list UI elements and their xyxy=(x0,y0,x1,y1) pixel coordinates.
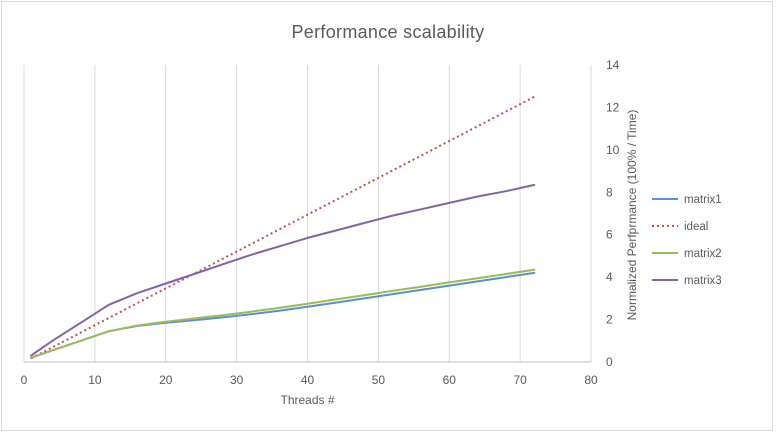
x-tick-label: 40 xyxy=(301,373,315,387)
legend-label-ideal: ideal xyxy=(684,221,708,233)
series-lines xyxy=(30,95,536,360)
y-tick-label: 2 xyxy=(606,313,613,327)
x-tick-labels: 0 10 20 30 40 50 60 70 80 xyxy=(21,373,598,387)
x-tick-label: 30 xyxy=(230,373,244,387)
legend-label-matrix2: matrix2 xyxy=(684,248,722,260)
x-tick-label: 60 xyxy=(443,373,457,387)
x-tick-label: 20 xyxy=(159,373,173,387)
chart-title: Performance scalability xyxy=(291,22,485,42)
y-tick-label: 4 xyxy=(606,270,613,284)
legend: matrix1 ideal matrix2 matrix3 xyxy=(652,194,722,287)
y-tick-label: 8 xyxy=(606,185,613,199)
y-tick-label: 0 xyxy=(606,355,613,369)
x-tick-label: 70 xyxy=(513,373,527,387)
x-tick-label: 0 xyxy=(21,373,28,387)
series-line-matrix1 xyxy=(30,271,536,359)
grid-lines xyxy=(23,65,592,362)
legend-label-matrix1: matrix1 xyxy=(684,194,722,206)
series-line-matrix2 xyxy=(30,268,536,359)
y-tick-labels: 0 2 4 6 8 10 12 14 xyxy=(606,58,620,369)
series-line-matrix3 xyxy=(30,183,536,357)
y-tick-label: 6 xyxy=(606,228,613,242)
legend-label-matrix3: matrix3 xyxy=(684,275,722,287)
series-line-ideal xyxy=(30,95,535,360)
y-tick-label: 10 xyxy=(606,143,620,157)
x-tick-label: 50 xyxy=(372,373,386,387)
x-tick-label: 80 xyxy=(584,373,598,387)
x-axis-label: Threads # xyxy=(280,393,335,407)
x-tick-label: 10 xyxy=(88,373,102,387)
y-tick-label: 14 xyxy=(606,58,620,72)
y-tick-label: 12 xyxy=(606,100,620,114)
